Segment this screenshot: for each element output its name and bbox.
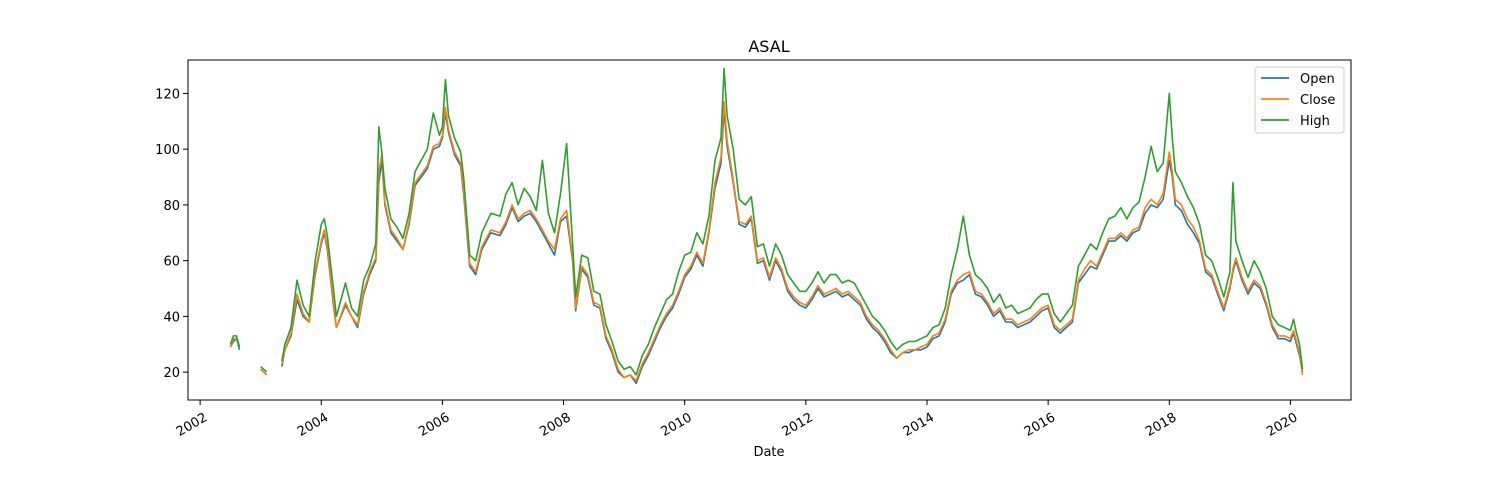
x-tick-label: 2020	[1264, 410, 1300, 440]
legend-label-open: Open	[1300, 72, 1335, 87]
y-axis: 20 40 60 80 100 120	[155, 87, 188, 381]
y-tick-label: 20	[163, 366, 180, 381]
series-line-open-2	[281, 109, 1304, 385]
x-tick-label: 2002	[174, 410, 210, 440]
series-line-close-1	[260, 368, 268, 376]
x-tick-label: 2014	[901, 410, 937, 440]
plot-frame	[187, 59, 1352, 401]
plot-area	[229, 67, 1304, 385]
legend-label-close: Close	[1300, 93, 1335, 108]
legend: Open Close High	[1254, 66, 1345, 134]
x-tick-label: 2016	[1022, 410, 1058, 440]
series-line-high-1	[260, 366, 268, 373]
y-tick-label: 100	[155, 143, 180, 158]
x-tick-label: 2004	[295, 410, 331, 440]
y-tick-label: 120	[155, 87, 180, 102]
y-tick-label: 80	[163, 199, 180, 214]
y-tick-label: 60	[163, 255, 180, 270]
x-tick-label: 2012	[780, 410, 816, 440]
x-tick-label: 2008	[537, 410, 573, 440]
series-line-high-0	[229, 335, 241, 348]
legend-label-high: High	[1300, 114, 1330, 129]
x-tick-label: 2006	[416, 410, 452, 440]
x-axis-label: Date	[753, 445, 784, 460]
y-tick-label: 40	[163, 310, 180, 325]
x-tick-label: 2018	[1143, 410, 1179, 440]
chart-title: ASAL	[748, 37, 789, 56]
series-line-close-2	[281, 101, 1304, 382]
x-axis: 2002 2004 2006 2008 2010 2012 2014 2016 2018 2020	[174, 400, 1300, 440]
series-line-high-2	[281, 67, 1304, 376]
x-tick-label: 2010	[659, 410, 695, 440]
legend-box	[1254, 66, 1345, 134]
